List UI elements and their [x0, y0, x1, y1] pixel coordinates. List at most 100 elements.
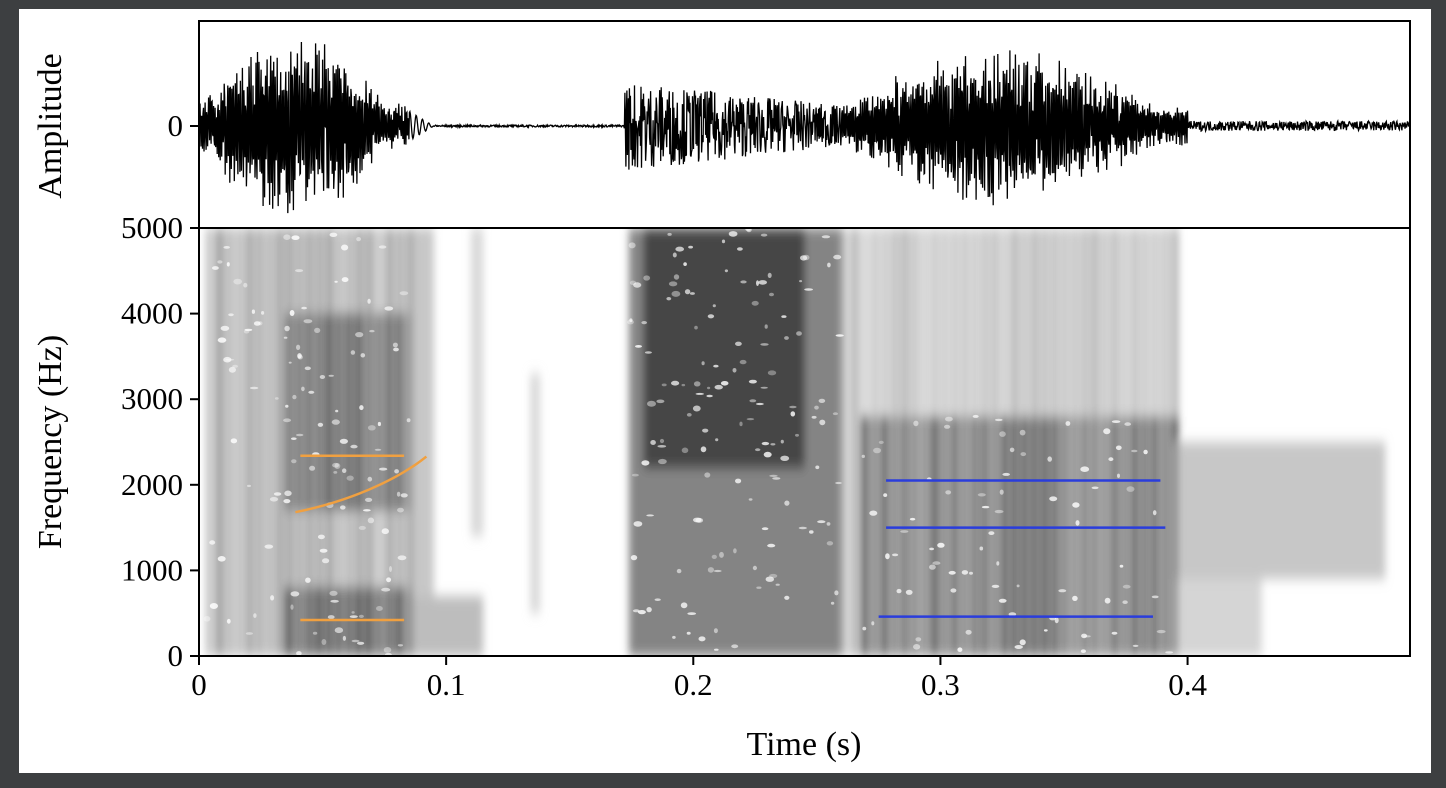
- speckle: [809, 530, 814, 534]
- speckle: [835, 334, 844, 337]
- speckle: [740, 280, 747, 284]
- speckle: [317, 534, 325, 540]
- speckle: [369, 329, 375, 333]
- time-tick-label-4: 0.4: [1168, 667, 1207, 702]
- speckle: [342, 468, 347, 474]
- speckle: [355, 332, 364, 338]
- speckle: [814, 405, 819, 410]
- speckle: [1016, 584, 1020, 588]
- energy-striation-10: [1001, 416, 1008, 656]
- speckle: [693, 381, 701, 387]
- speckle: [684, 289, 691, 295]
- energy-striation-2: [365, 313, 372, 511]
- speckle: [641, 460, 650, 466]
- speckle: [377, 421, 381, 427]
- energy-region-5: [470, 228, 484, 537]
- energy-striation-2: [375, 313, 382, 511]
- speckle: [979, 546, 984, 551]
- speckle: [1047, 456, 1052, 462]
- speckle: [1165, 651, 1173, 654]
- speckle: [1014, 645, 1023, 649]
- energy-striation-1: [405, 587, 412, 656]
- speckle: [735, 478, 742, 484]
- speckle: [228, 366, 236, 373]
- energy-striation-2: [345, 313, 352, 511]
- speckle: [1122, 584, 1131, 589]
- speckle: [969, 571, 973, 575]
- speckle: [322, 558, 330, 564]
- speckle: [751, 300, 759, 306]
- speckle: [308, 390, 315, 394]
- speckle: [351, 639, 360, 643]
- speckle: [283, 336, 288, 339]
- speckle: [772, 477, 781, 480]
- speckle: [389, 566, 392, 572]
- waveform-trace: [199, 41, 1410, 214]
- speckle: [765, 576, 774, 582]
- speckle: [760, 386, 768, 389]
- energy-striation-0: [216, 228, 223, 656]
- speckle: [304, 366, 311, 371]
- speckle: [629, 318, 633, 323]
- speckle: [818, 398, 826, 403]
- speckle: [752, 565, 758, 571]
- energy-striation-1: [385, 587, 392, 656]
- frequency-tick-label-4: 4000: [121, 296, 183, 331]
- speckle: [379, 467, 388, 471]
- speckle: [1080, 649, 1086, 653]
- speckle: [314, 327, 321, 333]
- energy-striation-1: [375, 587, 382, 656]
- speckle: [1111, 420, 1121, 423]
- speckle: [862, 626, 867, 631]
- speckle: [283, 499, 291, 504]
- energy-striation-10: [931, 416, 938, 656]
- speckle: [367, 425, 376, 431]
- energy-striation-10: [1151, 416, 1158, 656]
- speckle: [981, 505, 990, 509]
- speckle: [203, 616, 211, 622]
- speckle: [835, 481, 842, 485]
- energy-region-8: [643, 228, 805, 468]
- speckle: [748, 498, 753, 501]
- speckle: [654, 598, 661, 601]
- speckle: [1103, 428, 1111, 435]
- speckle: [273, 492, 282, 496]
- energy-striation-0: [266, 228, 273, 656]
- speckle: [673, 274, 680, 280]
- speckle: [694, 325, 698, 330]
- speckle: [896, 588, 902, 594]
- energy-striation-1: [345, 587, 352, 656]
- speckle: [832, 412, 839, 416]
- speckle: [915, 637, 922, 642]
- speckle: [756, 586, 762, 589]
- speckle: [1019, 429, 1026, 436]
- speckle: [728, 231, 738, 237]
- energy-striation-1: [355, 587, 362, 656]
- speckle: [269, 497, 279, 502]
- speckle: [661, 383, 667, 387]
- speckle: [830, 601, 835, 605]
- speckle: [878, 440, 884, 444]
- spectrogram-frame: [198, 227, 1411, 657]
- energy-striation-2: [325, 313, 332, 511]
- speckle: [719, 551, 724, 558]
- speckle: [977, 493, 986, 497]
- speckle: [929, 547, 934, 551]
- speckle: [675, 246, 684, 252]
- speckle: [892, 553, 899, 557]
- frequency-tick-label-0: 0: [168, 638, 184, 673]
- speckle: [350, 444, 358, 449]
- speckle: [781, 315, 787, 318]
- speckle: [226, 262, 230, 267]
- speckle: [295, 269, 304, 273]
- speckle: [861, 454, 865, 458]
- speckle: [676, 568, 682, 574]
- speckle: [334, 463, 341, 469]
- speckle: [209, 540, 216, 545]
- speckle: [657, 445, 667, 448]
- speckle: [760, 233, 768, 237]
- energy-striation-2: [405, 313, 412, 511]
- energy-striation-0: [226, 228, 233, 656]
- energy-striation-10: [1091, 416, 1098, 656]
- speckle: [713, 628, 718, 634]
